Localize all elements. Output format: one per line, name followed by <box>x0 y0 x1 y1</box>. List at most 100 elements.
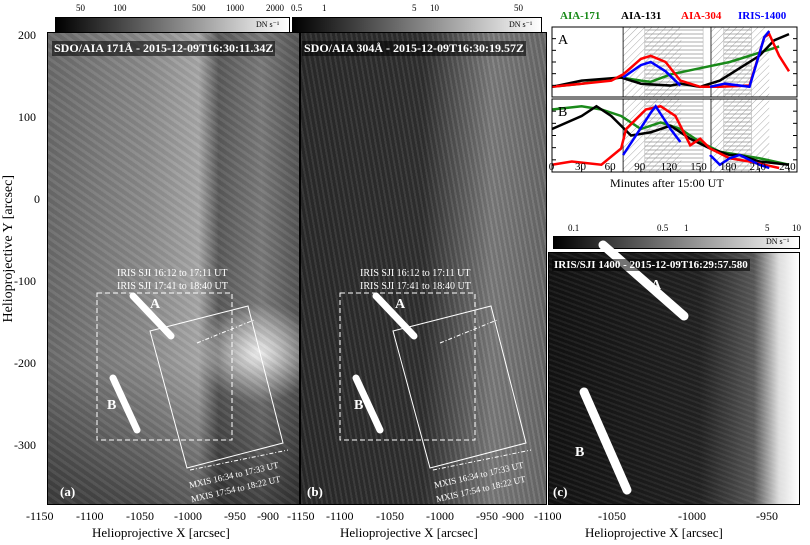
ts-x-tick: 120 <box>660 161 678 173</box>
colorbar-a <box>55 17 290 33</box>
cbar-b-tick: 50 <box>514 3 523 13</box>
mxis-fov-b <box>392 305 527 469</box>
slit-label-b: B <box>575 445 585 460</box>
aia-304-image <box>300 32 547 505</box>
panel-label-a: (a) <box>60 484 76 499</box>
iris-label: IRIS SJI 17:41 to 18:40 UT <box>360 281 471 292</box>
x-tick-b: -1000 <box>426 509 454 523</box>
panel-label-c: (c) <box>553 484 568 499</box>
time-series-plot: AB <box>551 26 798 173</box>
iris-label: IRIS SJI 16:12 to 17:11 UT <box>360 268 471 279</box>
legend-entry: AIA-171 <box>560 10 601 22</box>
x-tick-a: -950 <box>224 509 246 523</box>
cbar-b-tick: 0.5 <box>291 3 303 13</box>
slit-a-c <box>598 240 689 321</box>
y-tick: 200 <box>18 28 36 42</box>
x-tick-b: -1050 <box>376 509 404 523</box>
x-tick-b: -1100 <box>326 509 354 523</box>
y-tick: 100 <box>18 110 36 124</box>
subplot-label: A <box>558 33 569 48</box>
cbar-a-tick: 50 <box>76 3 85 13</box>
slit-label-b: B <box>354 398 364 413</box>
legend-entry: AIA-131 <box>621 10 662 22</box>
slit-b-c <box>579 387 632 495</box>
y-tick: -300 <box>14 438 36 452</box>
x-axis-label-a: Helioprojective X [arcsec] <box>92 525 230 540</box>
cbar-c-tick: 10 <box>792 223 801 233</box>
x-tick-c: -1050 <box>598 509 626 523</box>
x-tick-a: -1150 <box>26 509 54 523</box>
x-tick-b: -900 <box>502 509 524 523</box>
ts-x-tick: 90 <box>634 161 646 173</box>
cbar-b-tick: 5 <box>412 3 417 13</box>
ts-x-tick: 60 <box>604 161 616 173</box>
cbar-a-tick: 2000 <box>266 3 284 13</box>
cbar-b-tick: 1 <box>322 3 327 13</box>
mxis-fov-a <box>149 305 284 469</box>
cbar-a-tick: 100 <box>113 3 127 13</box>
slit-a-b <box>372 292 418 340</box>
cbar-a-tick: 500 <box>192 3 206 13</box>
slit-b-b <box>352 374 384 434</box>
x-tick-a: -1050 <box>126 509 154 523</box>
subplot-label: B <box>558 105 567 120</box>
y-tick: -100 <box>14 274 36 288</box>
x-tick-a: -900 <box>257 509 279 523</box>
x-tick-c: -1100 <box>534 509 562 523</box>
iris-label: IRIS SJI 16:12 to 17:11 UT <box>117 268 228 279</box>
ts-x-tick: 0 <box>548 161 555 173</box>
cbar-c-tick: 1 <box>684 223 689 233</box>
ts-x-tick: 150 <box>690 161 707 173</box>
slit-label-a: A <box>651 278 662 293</box>
cbar-a-tick: 1000 <box>226 3 244 13</box>
iris-fov-box-b <box>339 292 476 441</box>
cbar-c-tick: 5 <box>765 223 770 233</box>
ts-x-tick: 180 <box>719 161 737 173</box>
y-tick: -200 <box>14 356 36 370</box>
cbar-c-unit: DN s⁻¹ <box>766 237 790 246</box>
y-axis-label: Helioprojective Y [arcsec] <box>1 175 16 323</box>
x-tick-c: -1000 <box>678 509 706 523</box>
colorbar-b <box>292 17 542 33</box>
cbar-a-unit: DN s⁻¹ <box>256 20 280 29</box>
panel-b-title: SDO/AIA 304Å - 2015-12-09T16:30:19.57Z <box>302 41 527 56</box>
aia-171-image <box>47 32 300 505</box>
colorbar-c <box>553 236 800 249</box>
panel-label-b: (b) <box>307 484 323 499</box>
x-tick-b: -950 <box>476 509 498 523</box>
x-tick-a: -1000 <box>174 509 202 523</box>
ts-x-tick: 240 <box>779 161 796 173</box>
series-iris-1400 <box>709 153 770 170</box>
series-aia-304 <box>551 104 780 170</box>
ts-x-axis-label: Minutes after 15:00 UT <box>610 176 724 190</box>
cbar-c-tick: 0.1 <box>568 223 580 233</box>
x-axis-label-b: Helioprojective X [arcsec] <box>340 525 478 540</box>
iris-fov-box-a <box>96 292 233 441</box>
slit-label-a: A <box>395 297 406 312</box>
series-iris-1400 <box>622 104 682 156</box>
cbar-c-tick: 0.5 <box>657 223 669 233</box>
slit-label-b: B <box>107 398 117 413</box>
series-iris-1400 <box>622 60 682 87</box>
cbar-b-unit: DN s⁻¹ <box>509 20 533 29</box>
slit-b-a <box>109 374 141 434</box>
iris-1400-image <box>548 252 800 505</box>
series-aia-304 <box>551 32 791 89</box>
slit-label-a: A <box>150 297 161 312</box>
ts-x-tick: 30 <box>575 161 587 173</box>
legend-entry: IRIS-1400 <box>738 10 787 22</box>
ts-x-tick: 210 <box>749 161 766 173</box>
x-tick-b: -1150 <box>287 509 315 523</box>
x-axis-label-c: Helioprojective X [arcsec] <box>585 525 723 540</box>
legend-entry: AIA-304 <box>681 10 722 22</box>
cbar-b-tick: 10 <box>430 3 439 13</box>
x-tick-c: -950 <box>756 509 778 523</box>
panel-a-title: SDO/AIA 171Å - 2015-12-09T16:30:11.34Z <box>52 41 276 56</box>
panel-c-title: IRIS/SJI 1400 - 2015-12-09T16:29:57.580 <box>552 259 750 271</box>
y-tick: 0 <box>34 192 40 206</box>
iris-label: IRIS SJI 17:41 to 18:40 UT <box>117 281 228 292</box>
slit-a-a <box>129 292 175 340</box>
x-tick-a: -1100 <box>76 509 104 523</box>
series-iris-1400 <box>709 30 771 89</box>
